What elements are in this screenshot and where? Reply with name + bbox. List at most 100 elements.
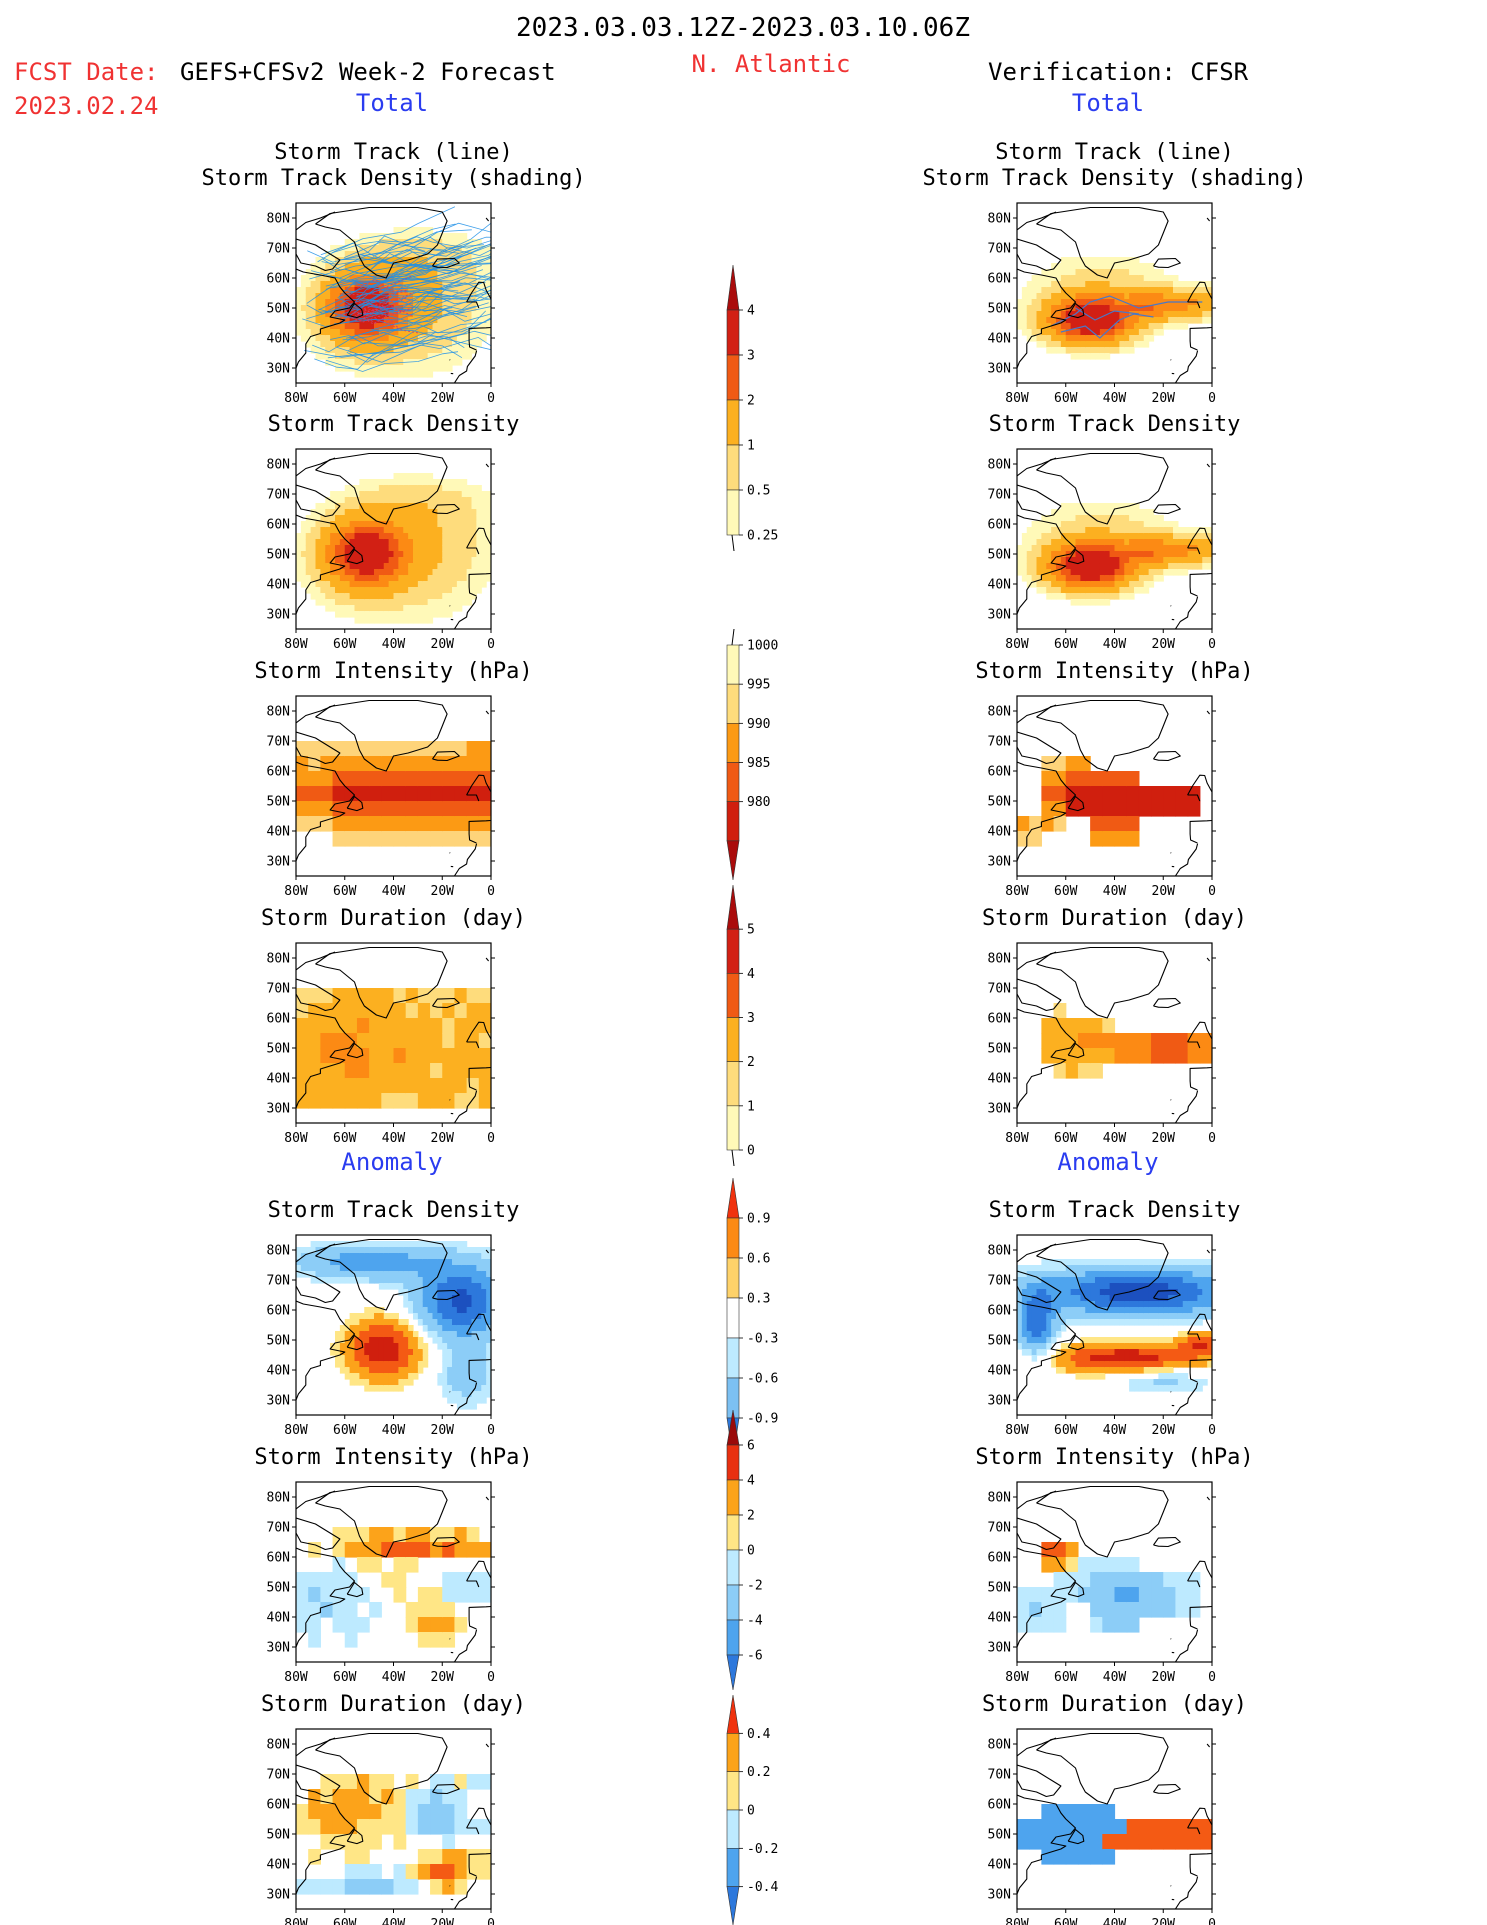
grid-cell bbox=[466, 1301, 473, 1308]
grid-cell bbox=[1104, 1265, 1111, 1272]
grid-cell bbox=[330, 299, 336, 306]
grid-cell bbox=[1138, 287, 1145, 294]
grid-cell bbox=[461, 545, 468, 552]
grid-cell bbox=[1021, 1313, 1028, 1320]
grid-cell bbox=[300, 317, 307, 324]
grid-cell bbox=[1148, 1355, 1155, 1362]
grid-cell bbox=[1177, 287, 1184, 294]
grid-cell bbox=[1090, 801, 1103, 817]
lat-tick-label: 50N bbox=[988, 1042, 1011, 1057]
lat-tick-label: 80N bbox=[988, 212, 1011, 227]
coastline-segment bbox=[296, 978, 341, 1012]
grid-cell bbox=[413, 563, 419, 570]
grid-cell bbox=[1099, 1349, 1106, 1356]
grid-cell bbox=[1138, 311, 1145, 318]
grid-cell bbox=[481, 515, 487, 522]
grid-cell bbox=[1026, 335, 1033, 342]
lon-tick-label: 40W bbox=[382, 1131, 406, 1146]
grid-cell bbox=[383, 1253, 390, 1260]
grid-cell bbox=[408, 1253, 414, 1260]
grid-cell bbox=[1109, 1313, 1116, 1320]
coastline-segment bbox=[346, 548, 364, 565]
map-field bbox=[1017, 1238, 1212, 1415]
grid-cell bbox=[359, 611, 365, 618]
grid-cell bbox=[1041, 1325, 1047, 1332]
coastline-segment bbox=[1174, 843, 1199, 876]
grid-cell bbox=[1119, 347, 1125, 354]
grid-cell bbox=[1031, 1355, 1038, 1362]
grid-cell bbox=[1182, 317, 1189, 324]
grid-cell bbox=[1114, 329, 1120, 336]
coastline-segment bbox=[468, 819, 491, 844]
grid-cell bbox=[1143, 1277, 1150, 1284]
grid-cell bbox=[1031, 1283, 1038, 1290]
grid-cell bbox=[315, 1277, 321, 1284]
grid-cell bbox=[430, 1003, 443, 1019]
grid-cell bbox=[417, 1319, 424, 1326]
grid-cell bbox=[300, 275, 307, 282]
grid-cell bbox=[332, 816, 346, 832]
grid-cell bbox=[1114, 281, 1120, 288]
grid-cell bbox=[1026, 527, 1033, 534]
grid-cell bbox=[408, 353, 414, 360]
grid-cell bbox=[476, 1277, 482, 1284]
grid-cell bbox=[466, 353, 473, 360]
grid-cell bbox=[1173, 1289, 1179, 1296]
grid-cell bbox=[1168, 1265, 1174, 1272]
grid-cell bbox=[405, 801, 419, 817]
grid-cell bbox=[422, 275, 429, 282]
grid-cell bbox=[422, 353, 429, 360]
grid-cell bbox=[413, 1259, 419, 1266]
grid-cell bbox=[476, 1307, 482, 1314]
grid-cell bbox=[476, 1319, 482, 1326]
grid-cell bbox=[442, 1241, 448, 1248]
grid-cell bbox=[481, 1349, 487, 1356]
grid-cell bbox=[417, 563, 424, 570]
grid-cell bbox=[466, 1307, 473, 1314]
grid-cell bbox=[1158, 1367, 1164, 1374]
grid-cell bbox=[364, 587, 370, 594]
panel-title: Storm Track (line) bbox=[274, 140, 512, 165]
grid-cell bbox=[1148, 533, 1155, 540]
grid-cell bbox=[452, 1253, 458, 1260]
grid-cell bbox=[417, 545, 424, 552]
grid-cell bbox=[1173, 1301, 1179, 1308]
grid-cell bbox=[1031, 317, 1038, 324]
grid-cell bbox=[383, 1361, 390, 1368]
grid-cell bbox=[452, 1247, 458, 1254]
grid-cell bbox=[378, 533, 385, 540]
grid-cell bbox=[1134, 1355, 1140, 1362]
coastline-segment bbox=[346, 1334, 364, 1351]
panel-title: Storm Track Density bbox=[989, 412, 1241, 437]
grid-cell bbox=[359, 575, 365, 582]
grid-cell bbox=[1134, 1385, 1140, 1392]
grid-cell bbox=[486, 257, 491, 264]
grid-cell bbox=[408, 1373, 414, 1380]
grid-cell bbox=[403, 605, 409, 612]
grid-cell bbox=[393, 575, 399, 582]
grid-cell bbox=[1075, 1301, 1081, 1308]
grid-cell bbox=[456, 1331, 463, 1338]
grid-cell bbox=[1177, 311, 1184, 318]
grid-cell bbox=[403, 1325, 409, 1332]
grid-cell bbox=[1173, 1265, 1179, 1272]
grid-cell bbox=[1090, 275, 1096, 282]
grid-cell bbox=[1134, 335, 1140, 342]
grid-cell bbox=[432, 1319, 438, 1326]
grid-cell bbox=[461, 1391, 468, 1398]
grid-cell bbox=[1207, 1277, 1212, 1284]
grid-cell bbox=[330, 503, 336, 510]
grid-cell bbox=[1026, 1289, 1033, 1296]
grid-cell bbox=[1070, 569, 1077, 576]
lon-tick-label: 80W bbox=[1005, 391, 1029, 406]
grid-cell bbox=[452, 545, 458, 552]
grid-cell bbox=[320, 1265, 326, 1272]
grid-cell bbox=[405, 756, 419, 772]
grid-cell bbox=[332, 1063, 346, 1079]
coastline-segment bbox=[1067, 548, 1085, 565]
grid-cell bbox=[374, 1349, 380, 1356]
lon-tick-label: 60W bbox=[1054, 1131, 1078, 1146]
grid-cell bbox=[398, 497, 404, 504]
